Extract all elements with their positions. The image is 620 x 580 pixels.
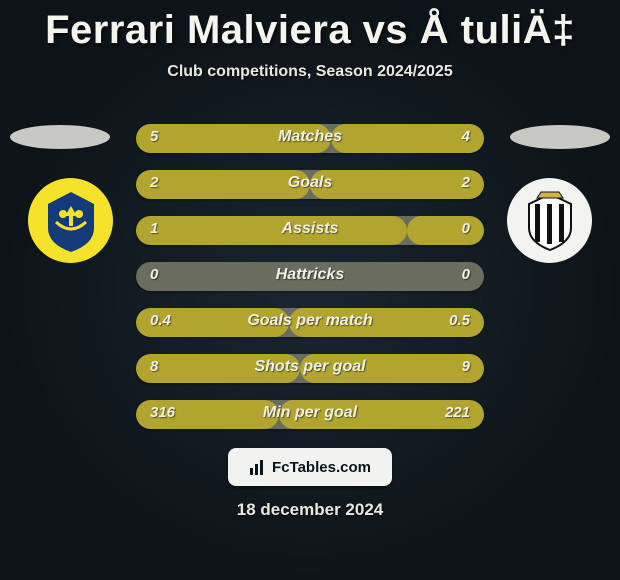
brand-label: FcTables.com	[272, 459, 371, 476]
comparison-bars: Matches54Goals22Assists10Hattricks00Goal…	[136, 124, 484, 446]
stat-label: Goals	[136, 174, 484, 192]
page-title: Ferrari Malviera vs Å tuliÄ‡	[0, 0, 620, 53]
left-team-crest	[28, 178, 113, 263]
stat-value-left: 2	[150, 174, 158, 191]
stat-row: Hattricks0 0	[136, 262, 484, 291]
stat-value-right: 0	[462, 220, 470, 237]
right-shadow-ellipse	[510, 125, 610, 149]
stat-value-right: 0.5	[449, 312, 470, 329]
stat-value-left: 8	[150, 358, 158, 375]
stat-value-right: 2	[462, 174, 470, 191]
stat-row: Min per goal316 221	[136, 400, 484, 429]
stat-value-right: 4	[462, 128, 470, 145]
stat-label: Hattricks	[136, 266, 484, 284]
stat-label: Assists	[136, 220, 484, 238]
stat-value-left: 1	[150, 220, 158, 237]
stat-value-left: 5	[150, 128, 158, 145]
stat-value-left: 0.4	[150, 312, 171, 329]
stat-value-left: 316	[150, 404, 175, 421]
page-subtitle: Club competitions, Season 2024/2025	[0, 63, 620, 81]
stat-label: Shots per goal	[136, 358, 484, 376]
stat-row: Shots per goal8 9	[136, 354, 484, 383]
stat-label: Goals per match	[136, 312, 484, 330]
stat-value-right: 0	[462, 266, 470, 283]
stat-value-right: 221	[445, 404, 470, 421]
right-team-crest	[507, 178, 592, 263]
stat-label: Min per goal	[136, 404, 484, 422]
stat-label: Matches	[136, 128, 484, 146]
zebra-crest-icon	[515, 186, 585, 256]
stat-row: Assists1 0	[136, 216, 484, 245]
stat-value-left: 0	[150, 266, 158, 283]
left-shadow-ellipse	[10, 125, 110, 149]
brand-badge: FcTables.com	[228, 448, 392, 486]
stat-row: Goals2 2	[136, 170, 484, 199]
stat-row: Matches5 4	[136, 124, 484, 153]
eagle-crest-icon	[36, 186, 106, 256]
footer-date: 18 december 2024	[0, 500, 620, 520]
bars-icon	[249, 458, 267, 476]
stat-value-right: 9	[462, 358, 470, 375]
stat-row: Goals per match0.4 0.5	[136, 308, 484, 337]
